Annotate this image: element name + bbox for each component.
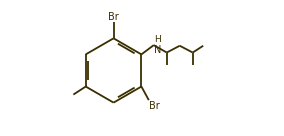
Text: N: N	[154, 45, 162, 55]
Text: Br: Br	[108, 12, 119, 22]
Text: H: H	[154, 35, 161, 44]
Text: Br: Br	[149, 101, 160, 111]
